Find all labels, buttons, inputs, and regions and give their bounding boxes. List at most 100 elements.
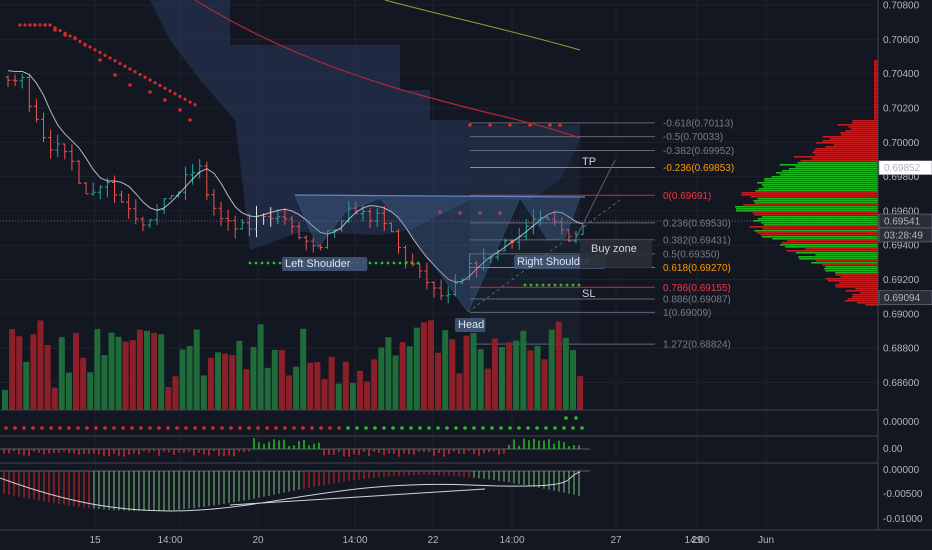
volume-profile-row bbox=[795, 166, 878, 168]
volume-profile-row bbox=[874, 102, 878, 104]
support-dot bbox=[368, 261, 372, 265]
volume-bar bbox=[80, 357, 87, 410]
support-dot bbox=[248, 261, 252, 265]
volume-bar bbox=[165, 387, 172, 410]
price-badge-bg bbox=[878, 160, 932, 175]
volume-profile-row bbox=[874, 74, 878, 76]
volume-profile-row bbox=[754, 230, 878, 232]
volume-profile-row bbox=[852, 294, 878, 296]
pane-dot bbox=[436, 426, 440, 430]
volume-profile-row bbox=[741, 194, 878, 196]
pane-dot bbox=[574, 416, 578, 420]
volume-profile-row bbox=[847, 298, 878, 300]
volume-bar bbox=[513, 340, 520, 410]
volume-profile-row bbox=[834, 284, 878, 286]
volume-bar bbox=[491, 338, 498, 410]
volume-profile-row bbox=[874, 108, 878, 110]
volume-profile-row bbox=[835, 272, 878, 274]
volume-bar bbox=[420, 322, 427, 410]
time-tick-label: 20 bbox=[252, 535, 264, 546]
volume-bar bbox=[506, 342, 513, 410]
volume-profile-row bbox=[874, 92, 878, 94]
volume-bar bbox=[463, 335, 470, 410]
volume-profile-row bbox=[816, 142, 878, 144]
volume-bar bbox=[158, 334, 165, 410]
volume-profile-row bbox=[874, 84, 878, 86]
pane-dot bbox=[328, 426, 332, 430]
volume-profile-row bbox=[825, 146, 878, 148]
price-tick-label: 0.70400 bbox=[883, 69, 920, 80]
fib-level-label: 0.382(0.69431) bbox=[663, 235, 731, 246]
volume-profile-row bbox=[827, 280, 878, 282]
volume-profile-row bbox=[756, 232, 878, 234]
price-tick-label: 0.70000 bbox=[883, 138, 920, 149]
time-tick-label: 14:00 bbox=[499, 535, 524, 546]
volume-profile-row bbox=[874, 98, 878, 100]
pane-dot bbox=[526, 426, 530, 430]
left-shoulder-label-bg bbox=[282, 257, 368, 271]
pane-dot bbox=[58, 426, 62, 430]
volume-profile-row bbox=[822, 136, 878, 138]
volume-bars bbox=[2, 320, 584, 410]
support-dot bbox=[386, 261, 390, 265]
stop-dot bbox=[48, 23, 52, 27]
volume-bar bbox=[58, 337, 65, 410]
volume-bar bbox=[534, 345, 541, 410]
volume-profile-row bbox=[754, 214, 878, 216]
support-dot bbox=[541, 283, 545, 287]
volume-profile-row bbox=[874, 100, 878, 102]
volume-bar bbox=[172, 376, 179, 410]
volume-profile-row bbox=[874, 90, 878, 92]
volume-bar bbox=[428, 320, 434, 410]
pane-dot bbox=[139, 426, 143, 430]
price-tick-label: 0.69200 bbox=[883, 275, 920, 286]
volume-profile-row bbox=[750, 196, 878, 198]
volume-profile-row bbox=[771, 176, 878, 178]
volume-profile-row bbox=[833, 144, 878, 146]
pane-dot bbox=[184, 426, 188, 430]
stop-dot bbox=[163, 86, 167, 90]
volume-profile-row bbox=[762, 228, 878, 230]
pane-dot bbox=[337, 426, 341, 430]
buy-zone-label: Buy zone bbox=[591, 243, 637, 255]
volume-bar bbox=[456, 373, 463, 410]
volume-profile-row bbox=[779, 164, 878, 166]
volume-profile bbox=[734, 60, 878, 306]
time-tick-label: 14:00 bbox=[157, 535, 182, 546]
volume-profile-row bbox=[874, 118, 878, 120]
pane-tick-label: 0.00000 bbox=[883, 417, 920, 428]
volume-profile-row bbox=[763, 224, 878, 226]
volume-profile-row bbox=[874, 94, 878, 96]
support-dot bbox=[535, 283, 539, 287]
pane-dot bbox=[76, 426, 80, 430]
time-tick-label: 22 bbox=[427, 535, 439, 546]
price-badge: 0.69852 bbox=[884, 163, 921, 174]
volume-profile-row bbox=[799, 258, 878, 260]
left-shoulder-label: Left Shoulder bbox=[285, 258, 351, 270]
price-tick-label: 0.69600 bbox=[883, 206, 920, 217]
support-dot bbox=[260, 261, 264, 265]
volume-profile-row bbox=[757, 198, 878, 200]
stop-dot bbox=[98, 50, 102, 55]
volume-bar bbox=[129, 340, 136, 410]
volume-profile-row bbox=[874, 86, 878, 88]
volume-bar bbox=[2, 389, 8, 410]
stop-dot bbox=[148, 90, 152, 94]
support-dot bbox=[374, 261, 378, 265]
price-axis[interactable]: 0.70800 0.70600 0.70400 0.70200 0.70000 0.698… bbox=[877, 0, 932, 550]
volume-profile-row bbox=[822, 140, 878, 142]
volume-profile-row bbox=[841, 134, 878, 136]
stop-dot bbox=[458, 211, 462, 215]
stop-dot bbox=[113, 73, 117, 77]
support-dot bbox=[266, 261, 270, 265]
volume-bar bbox=[108, 332, 115, 410]
target-line bbox=[574, 159, 616, 241]
volume-profile-row bbox=[786, 250, 878, 252]
volume-bar bbox=[37, 320, 44, 410]
volume-profile-row bbox=[874, 62, 878, 64]
stop-dot bbox=[168, 89, 172, 93]
stop-dot bbox=[508, 123, 512, 127]
pane-dot bbox=[571, 426, 575, 430]
